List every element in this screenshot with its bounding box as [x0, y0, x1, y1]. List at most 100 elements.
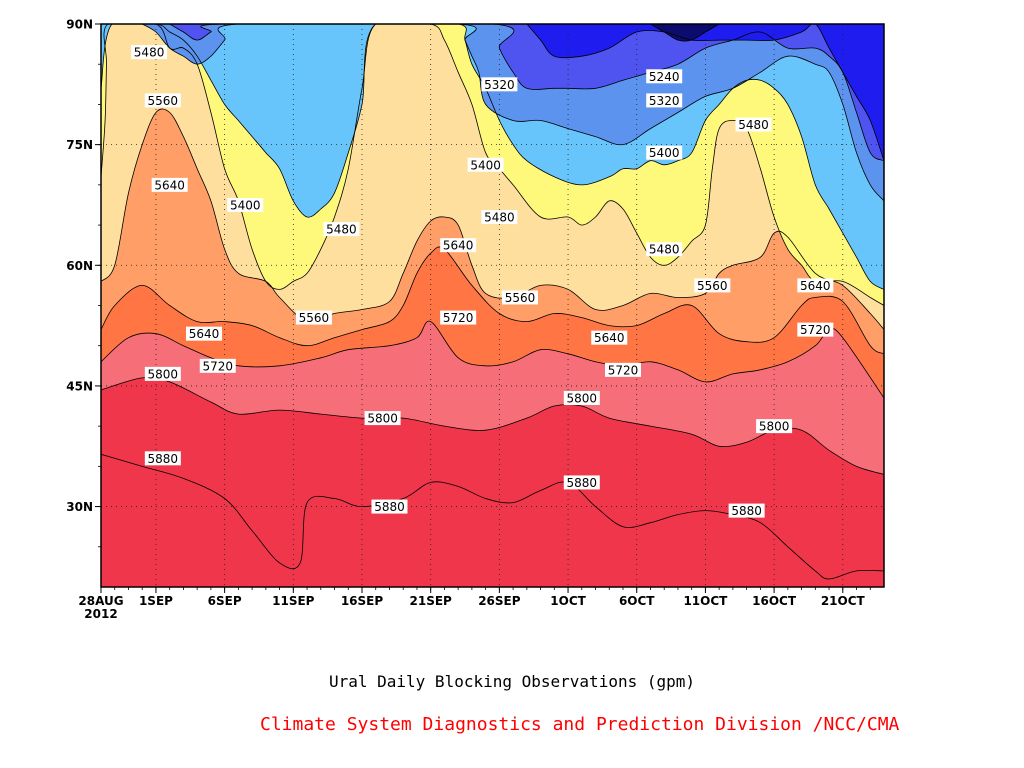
y-tick-label: 75N	[66, 138, 93, 152]
contour-label: 5480	[646, 242, 683, 257]
contour-line-5400	[101, 24, 884, 290]
contour-label: 5720	[797, 322, 834, 337]
contour-label-text: 5640	[594, 331, 625, 345]
contour-label-box	[144, 93, 181, 108]
contour-label-box	[501, 290, 538, 305]
contour-label: 5640	[186, 326, 223, 341]
contour-label: 5880	[144, 451, 181, 466]
contour-label: 5400	[646, 145, 683, 160]
contour-band-5160	[522, 24, 884, 161]
x-tick-label: 28AUG	[78, 594, 123, 608]
contour-label: 5480	[131, 45, 168, 60]
contour-label-box	[151, 177, 188, 192]
x-tick-label: 6OCT	[619, 594, 655, 608]
contour-label-text: 5480	[649, 243, 680, 257]
contour-label: 5400	[467, 157, 504, 172]
contour-line-5240	[169, 24, 884, 162]
contour-label-box	[440, 310, 477, 325]
y-axis: 30N 45N 60N 75N 90N	[66, 18, 101, 548]
contour-label-text: 5880	[567, 476, 598, 490]
contour-label-box	[728, 503, 765, 518]
contour-label-text: 5560	[148, 94, 179, 108]
contour-label: 5560	[295, 310, 332, 325]
contour-line-5560	[101, 108, 884, 330]
y-tick-label: 60N	[66, 259, 93, 273]
contour-label: 5640	[151, 177, 188, 192]
contour-label-box	[295, 310, 332, 325]
contour-label-text: 5720	[202, 359, 233, 373]
contour-label-text: 5560	[697, 279, 728, 293]
contour-label-text: 5240	[649, 70, 680, 84]
x-tick-label: 26SEP	[478, 594, 521, 608]
y-tick-label: 30N	[66, 500, 93, 514]
x-tick-label: 6SEP	[208, 594, 242, 608]
contour-label: 5320	[646, 93, 683, 108]
x-tick-label: 16OCT	[752, 594, 797, 608]
contour-label-box	[646, 69, 683, 84]
contour-label-box	[646, 145, 683, 160]
grid-lines	[101, 24, 884, 587]
contour-line-5880	[101, 453, 884, 580]
contour-label: 5560	[501, 290, 538, 305]
contour-label-text: 5720	[800, 323, 831, 337]
contour-line-5080	[650, 24, 720, 42]
contour-label-box	[186, 326, 223, 341]
contour-label-box	[797, 322, 834, 337]
contour-label-text: 5480	[134, 46, 165, 60]
contour-label-text: 5400	[470, 158, 501, 172]
contour-band-5080	[646, 24, 724, 42]
contour-label-box	[605, 362, 641, 377]
contour-label: 5480	[323, 222, 360, 237]
contour-label: 5560	[144, 93, 181, 108]
contour-label: 5640	[440, 238, 477, 253]
contour-line-5320	[142, 24, 884, 202]
contour-label-text: 5880	[374, 500, 405, 514]
contour-label-box	[797, 278, 834, 293]
x-tick-label: 16SEP	[341, 594, 384, 608]
x-tick-label: 1SEP	[139, 594, 173, 608]
x-tick-label: 11OCT	[683, 594, 728, 608]
contour-label-box	[646, 93, 683, 108]
contour-label-text: 5480	[326, 223, 357, 237]
x-tick-label: 1OCT	[550, 594, 586, 608]
contour-line-5160	[526, 24, 884, 161]
x-tick-label: 11SEP	[272, 594, 315, 608]
contour-label: 5480	[481, 210, 518, 225]
x-year-label: 2012	[84, 607, 117, 621]
contour-label-box	[364, 411, 401, 426]
x-tick-label: 21OCT	[821, 594, 866, 608]
contour-line-5640	[101, 246, 884, 355]
contour-label-box	[144, 451, 181, 466]
x-axis: 28AUG 1SEP 6SEP 11SEP 16SEP 21SEP 26SEP 1OCT 6OC…	[78, 587, 871, 621]
contour-label-text: 5800	[148, 367, 179, 381]
contour-label-text: 5640	[443, 239, 474, 253]
contour-label-text: 5320	[484, 78, 515, 92]
contour-label: 5480	[735, 117, 772, 132]
contour-label-text: 5880	[148, 452, 179, 466]
contour-label-text: 5720	[443, 311, 474, 325]
contour-label-box	[563, 475, 600, 490]
contour-band-5320	[138, 24, 884, 201]
x-tick-label: 21SEP	[410, 594, 453, 608]
contour-label-box	[735, 117, 772, 132]
contour-label: 5240	[646, 69, 683, 84]
contour-label: 5640	[591, 330, 628, 345]
contour-label-text: 5640	[154, 178, 185, 192]
contour-label-box	[199, 358, 236, 373]
contour-label: 5800	[563, 390, 600, 405]
contour-label: 5720	[605, 362, 641, 377]
contour-label-box	[371, 499, 408, 514]
contour-label-text: 5800	[567, 391, 598, 405]
contour-label-text: 5480	[484, 211, 515, 225]
contour-labels: 5480 5560 5640 5400 5480 5560 5640 5720 5800 5880…	[131, 45, 834, 518]
contour-label: 5800	[364, 411, 401, 426]
contour-label: 5320	[481, 77, 518, 92]
contour-label-box	[646, 242, 683, 257]
contour-label-box	[440, 238, 477, 253]
contour-band-5240	[165, 24, 884, 161]
y-tick-label: 90N	[66, 18, 93, 32]
contour-label-box	[467, 157, 504, 172]
contour-label: 5720	[440, 310, 477, 325]
contour-label-text: 5320	[649, 94, 680, 108]
